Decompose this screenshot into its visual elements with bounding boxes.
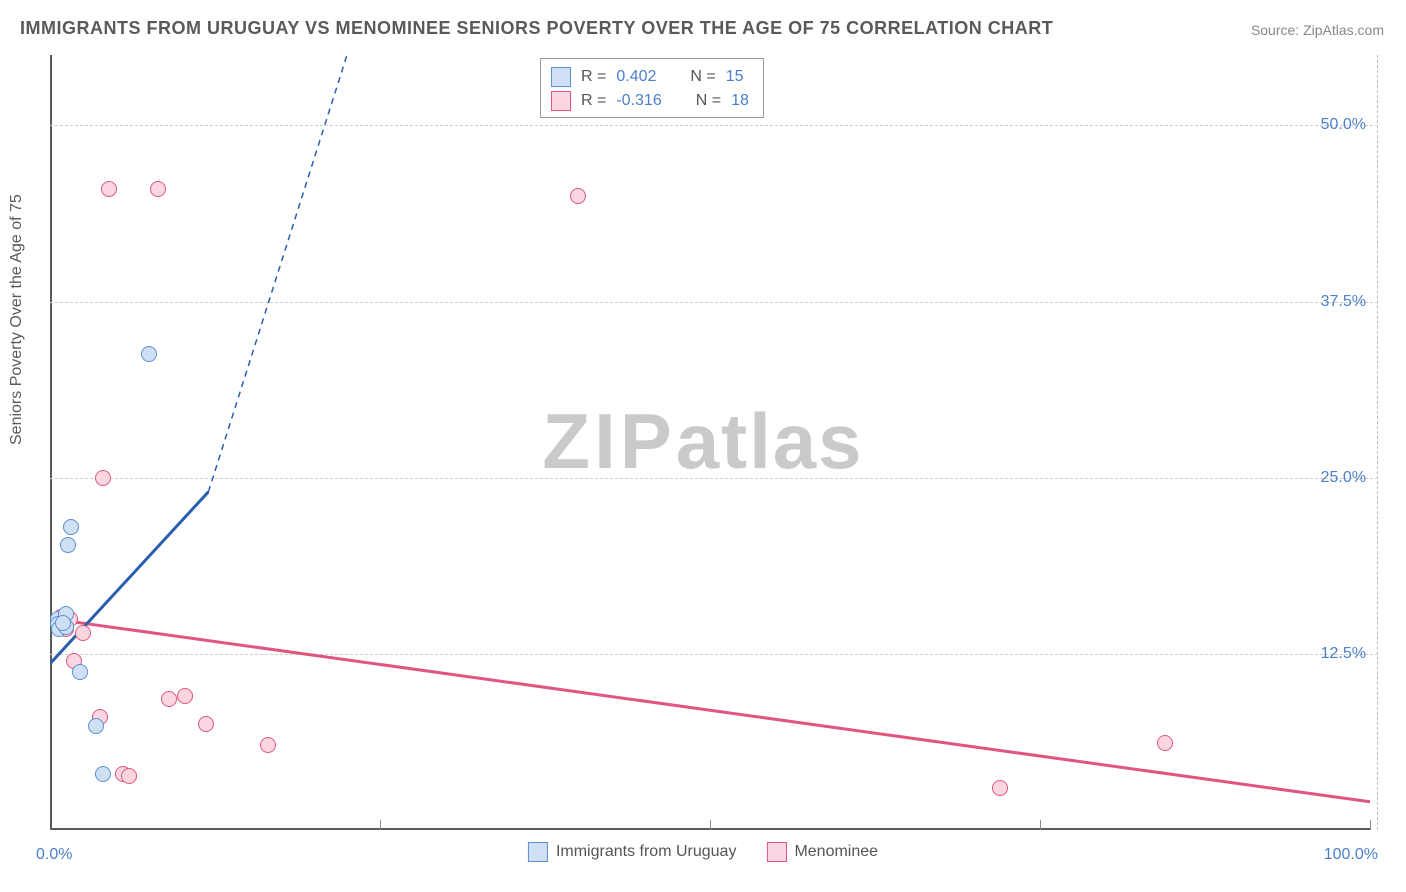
data-point-blue: [141, 346, 157, 362]
legend-row-blue: R = 0.402 N = 15: [551, 65, 749, 89]
chart-source: Source: ZipAtlas.com: [1251, 22, 1384, 38]
data-point-pink: [101, 181, 117, 197]
legend-swatch-blue: [551, 67, 571, 87]
plot-right-border: [1377, 55, 1378, 830]
x-axis-min-label: 0.0%: [36, 846, 72, 864]
legend-n-label: N =: [690, 68, 715, 86]
data-point-blue: [95, 766, 111, 782]
x-tick-mark: [710, 820, 711, 830]
data-point-pink: [161, 691, 177, 707]
data-point-pink: [992, 780, 1008, 796]
gridline-h: [50, 125, 1378, 126]
legend-n-pink: 18: [731, 92, 749, 110]
x-tick-mark: [380, 820, 381, 830]
plot-area: [50, 55, 1370, 830]
chart-title: IMMIGRANTS FROM URUGUAY VS MENOMINEE SEN…: [20, 18, 1053, 39]
gridline-h: [50, 478, 1378, 479]
legend-r-label: R =: [581, 68, 606, 86]
y-tick-label: 37.5%: [1321, 293, 1366, 311]
data-point-pink: [75, 625, 91, 641]
legend-r-blue: 0.402: [616, 68, 656, 86]
data-point-blue: [55, 615, 71, 631]
gridline-h: [50, 654, 1378, 655]
series-legend-pink: Menominee: [766, 842, 878, 862]
correlation-legend: R = 0.402 N = 15 R = -0.316 N = 18: [540, 58, 764, 118]
data-point-pink: [95, 470, 111, 486]
data-point-blue: [63, 519, 79, 535]
data-point-blue: [60, 537, 76, 553]
x-tick-mark: [1370, 820, 1371, 830]
series-label-pink: Menominee: [794, 843, 878, 861]
y-tick-label: 12.5%: [1321, 645, 1366, 663]
data-point-pink: [260, 737, 276, 753]
legend-swatch-pink: [551, 91, 571, 111]
data-point-blue: [72, 664, 88, 680]
data-point-pink: [177, 688, 193, 704]
legend-row-pink: R = -0.316 N = 18: [551, 89, 749, 113]
data-point-pink: [150, 181, 166, 197]
legend-swatch-pink: [766, 842, 786, 862]
legend-n-label: N =: [696, 92, 721, 110]
gridline-h: [50, 302, 1378, 303]
y-axis-label: Seniors Poverty Over the Age of 75: [8, 194, 26, 445]
data-point-pink: [1157, 735, 1173, 751]
y-tick-label: 25.0%: [1321, 469, 1366, 487]
data-point-pink: [570, 188, 586, 204]
series-legend: Immigrants from Uruguay Menominee: [528, 842, 878, 862]
data-point-pink: [198, 716, 214, 732]
legend-r-label: R =: [581, 92, 606, 110]
series-label-blue: Immigrants from Uruguay: [556, 843, 737, 861]
x-axis-max-label: 100.0%: [1324, 846, 1378, 864]
x-tick-mark: [1040, 820, 1041, 830]
legend-n-blue: 15: [726, 68, 744, 86]
legend-swatch-blue: [528, 842, 548, 862]
data-point-blue: [88, 718, 104, 734]
legend-r-pink: -0.316: [616, 92, 661, 110]
data-point-pink: [121, 768, 137, 784]
series-legend-blue: Immigrants from Uruguay: [528, 842, 737, 862]
y-tick-label: 50.0%: [1321, 116, 1366, 134]
